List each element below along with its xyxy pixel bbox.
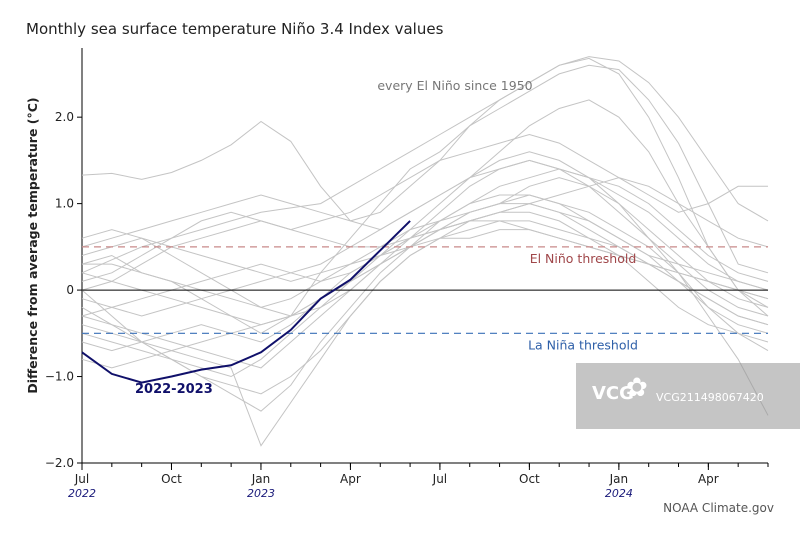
la-nina-threshold-label: La Niña threshold: [528, 337, 638, 352]
y-tick-label: −1.0: [45, 370, 74, 384]
x-tick-label: Jul: [74, 472, 89, 486]
x-tick-label: Oct: [161, 472, 182, 486]
highlight-series-line: [81, 220, 411, 384]
background-series-line: [81, 159, 769, 317]
x-year-label: 2023: [247, 487, 275, 500]
watermark-mark-icon: ✿: [626, 373, 648, 403]
x-tick-label: Jan: [609, 472, 629, 486]
background-series-line: [81, 64, 769, 274]
background-series-line: [81, 57, 769, 334]
background-series-line: [81, 99, 769, 317]
y-tick-label: 1.0: [55, 197, 74, 211]
background-series-line: [81, 203, 769, 369]
background-series-line: [81, 168, 769, 317]
watermark-logo: VCG: [592, 383, 634, 404]
el-nino-threshold-label: El Niño threshold: [530, 251, 637, 266]
background-series-line: [81, 151, 769, 416]
x-tick-label: Apr: [698, 472, 719, 486]
watermark: VCG ✿ VCG211498067420: [576, 363, 800, 429]
highlight-series-label: 2022-2023: [135, 382, 213, 397]
y-tick-label: 2.0: [55, 110, 74, 124]
x-year-label: 2022: [68, 487, 96, 500]
watermark-id: VCG211498067420: [656, 391, 764, 404]
x-tick-label: Jan: [251, 472, 271, 486]
background-series-label: every El Niño since 1950: [377, 78, 532, 93]
y-tick-label: 0: [66, 283, 74, 297]
background-series-line: [82, 229, 769, 308]
x-tick-label: Oct: [519, 472, 540, 486]
source-credit: NOAA Climate.gov: [663, 501, 774, 515]
background-series-line: [81, 177, 769, 291]
y-tick-label: −2.0: [45, 456, 74, 470]
background-series-line: [81, 133, 768, 282]
y-axis-label: Difference from average temperature (°C): [25, 97, 40, 393]
background-series-line: [81, 56, 769, 274]
x-year-label: 2024: [605, 487, 633, 500]
x-tick-label: Jul: [432, 472, 447, 486]
background-series-line: [81, 159, 769, 317]
x-tick-label: Apr: [340, 472, 361, 486]
chart-title: Monthly sea surface temperature Niño 3.4…: [26, 20, 444, 38]
